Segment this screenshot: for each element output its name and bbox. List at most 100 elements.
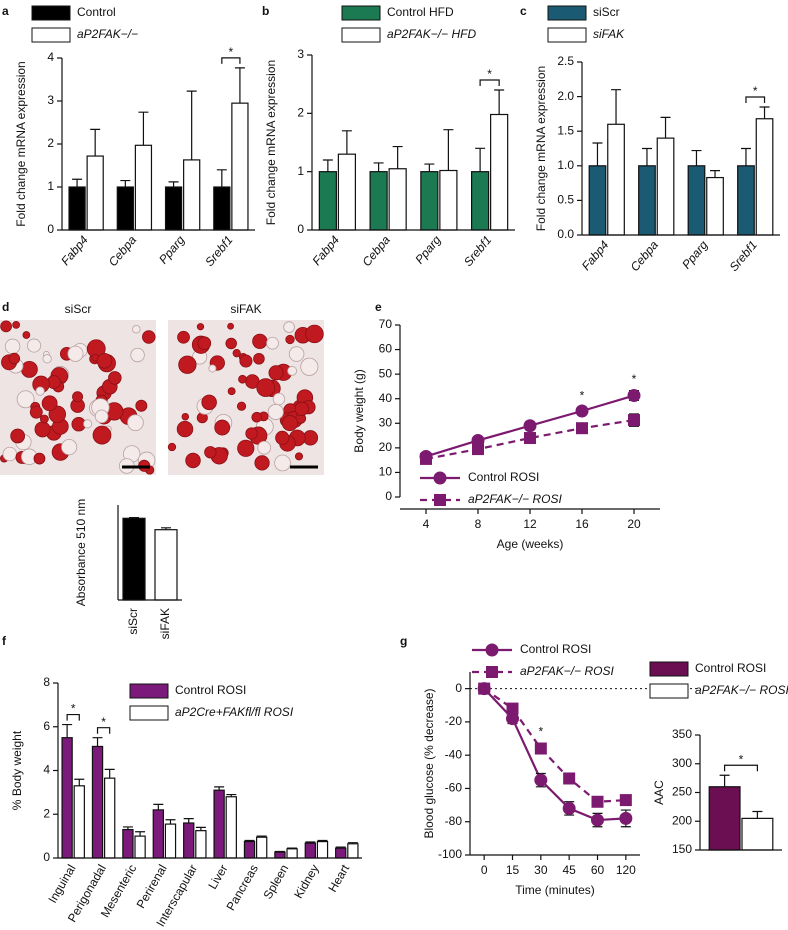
- legend-swatch: [341, 5, 381, 21]
- cell: [178, 355, 197, 374]
- y-tick-label: 60: [379, 342, 393, 356]
- error-bar: [120, 179, 131, 187]
- error-bar: [611, 89, 622, 125]
- cell: [0, 320, 12, 333]
- cell: [251, 411, 263, 423]
- cell: [39, 414, 49, 424]
- y-tick-label: 1.0: [557, 158, 574, 172]
- cell: [12, 321, 21, 329]
- error-bar: [135, 831, 146, 837]
- legend-label: aP2FAK−/−: [77, 27, 138, 41]
- bar: [274, 851, 286, 859]
- error-bar: [335, 846, 346, 849]
- y-tick-label: 0: [47, 222, 54, 236]
- cell: [252, 333, 268, 349]
- x-tick-label: 20: [627, 517, 641, 531]
- marker: [506, 702, 519, 715]
- significance-star: *: [580, 388, 585, 402]
- bar: [183, 822, 195, 859]
- bar: [490, 113, 509, 231]
- cell: [208, 364, 217, 373]
- error-bar: [244, 839, 255, 842]
- x-tick-label: siScr: [126, 608, 140, 635]
- error-bar: [90, 128, 101, 157]
- bar: [470, 171, 490, 231]
- marker: [576, 422, 588, 435]
- cell: [181, 412, 190, 421]
- marker: [523, 419, 537, 433]
- y-tick-label: 300: [672, 756, 692, 770]
- bar: [687, 165, 706, 236]
- legend-swatch: [341, 27, 381, 43]
- x-tick-label: Srebf1: [461, 233, 494, 269]
- cell: [127, 414, 144, 432]
- cell: [275, 430, 290, 445]
- marker: [472, 443, 484, 456]
- error-bar: [373, 162, 384, 172]
- x-axis-title: Time (minutes): [515, 883, 595, 897]
- bar: [369, 171, 388, 231]
- cell: [94, 409, 109, 424]
- x-tick-label: 30: [534, 863, 548, 877]
- bar: [116, 186, 134, 231]
- error-bar: [165, 819, 176, 825]
- y-tick-label: -40: [445, 747, 463, 761]
- legend-label: Control ROSI: [468, 470, 539, 484]
- bar: [388, 168, 407, 231]
- error-bar: [168, 181, 179, 187]
- y-axis-title: Fold change mRNA expression: [264, 60, 278, 225]
- x-tick-label: Cebpa: [628, 238, 662, 274]
- bar: [164, 186, 183, 231]
- marker: [591, 795, 604, 808]
- significance-star: *: [487, 67, 492, 81]
- panel-letter: a: [2, 4, 9, 18]
- marker: [562, 801, 576, 815]
- cell: [288, 346, 305, 362]
- y-axis-title: AAC: [652, 780, 666, 805]
- cell: [267, 403, 284, 420]
- bar: [231, 102, 249, 231]
- bar: [243, 840, 256, 859]
- y-tick-label: 8: [43, 675, 50, 689]
- significance-star: *: [739, 752, 744, 766]
- cell: [35, 386, 45, 396]
- x-tick-label: Pparg: [679, 238, 711, 272]
- cell: [236, 401, 247, 411]
- error-bar: [494, 89, 505, 115]
- y-tick-label: 4: [47, 50, 54, 64]
- cell: [225, 337, 237, 350]
- x-tick-label: 45: [562, 863, 576, 877]
- error-bar: [129, 516, 139, 519]
- x-tick-label: Pparg: [156, 233, 188, 267]
- cell: [300, 357, 319, 376]
- legend-swatch: [649, 683, 689, 699]
- legend-swatch: [31, 5, 71, 21]
- cell: [204, 446, 217, 459]
- cell: [196, 323, 205, 331]
- significance-star: *: [71, 702, 76, 716]
- bar: [134, 144, 153, 231]
- cell: [227, 387, 236, 396]
- y-tick-label: 50: [379, 366, 393, 380]
- marker: [619, 811, 633, 825]
- error-bar: [186, 90, 197, 160]
- error-bar: [443, 129, 454, 171]
- y-tick-label: 1: [47, 179, 54, 193]
- legend-swatch: [547, 27, 587, 43]
- marker: [524, 432, 536, 445]
- x-tick-label: Cebpa: [359, 233, 393, 269]
- bar: [286, 848, 298, 859]
- error-bar: [322, 159, 333, 172]
- cell: [272, 392, 286, 406]
- legend-label: aP2FAK−/− HFD: [387, 27, 476, 41]
- y-tick-label: 40: [379, 391, 393, 405]
- x-tick-label: Kidney: [291, 862, 321, 901]
- y-tick-label: 0: [43, 850, 50, 864]
- bar: [154, 529, 178, 601]
- y-tick-label: 2: [47, 136, 54, 150]
- legend-label: aP2FAK−/− ROSI: [468, 492, 562, 506]
- bar: [68, 186, 86, 231]
- x-tick-label: Cebpa: [106, 233, 140, 269]
- y-tick-label: 250: [672, 785, 692, 799]
